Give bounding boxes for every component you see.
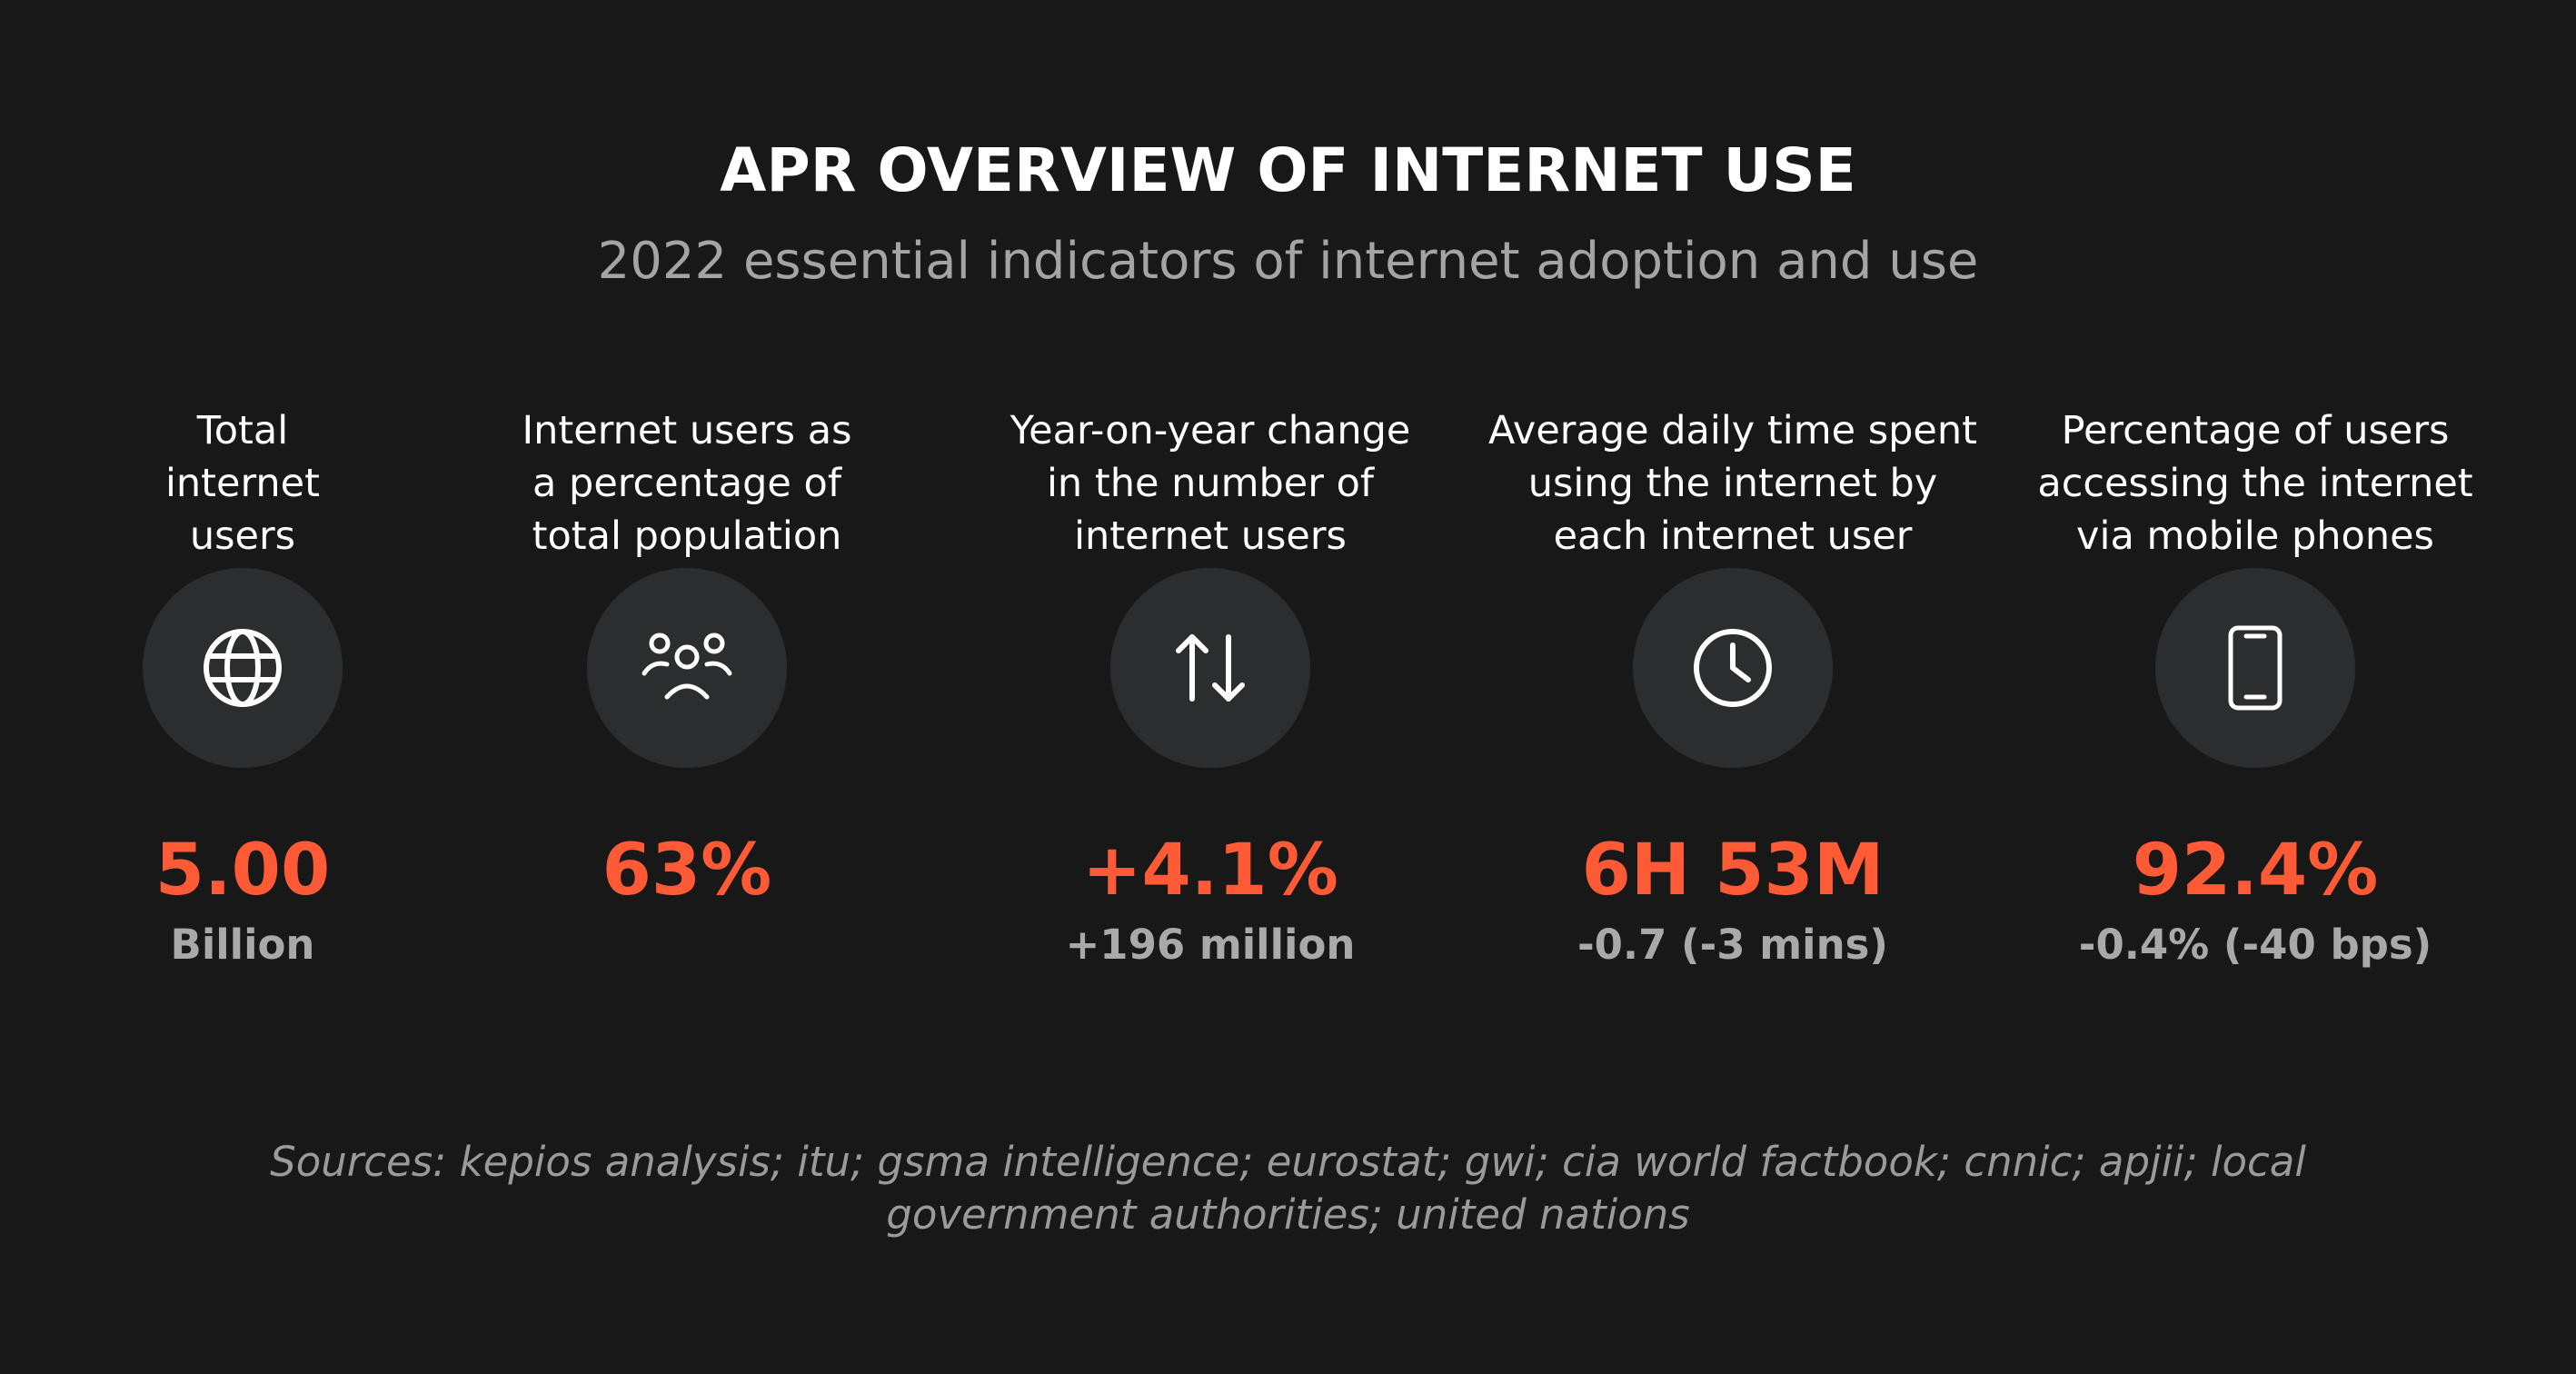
icon-circle — [2155, 568, 2355, 768]
stat-sub: -0.4% (-40 bps) — [2078, 921, 2432, 969]
people-icon — [642, 632, 732, 700]
stat-value: 92.4% — [2132, 830, 2379, 911]
stat-sub: Billion — [170, 921, 315, 969]
stat-label: Percentage of users accessing the intern… — [2001, 404, 2510, 568]
stat-sub — [433, 919, 941, 971]
stat-value: 6H 53M — [1581, 830, 1885, 911]
up-down-arrows-icon — [1176, 634, 1245, 702]
stat-label-line: a percentage of — [532, 461, 841, 506]
stat-label-line: via mobile phones — [2076, 513, 2434, 559]
clock-icon — [1694, 629, 1772, 707]
icon-circle — [143, 568, 343, 768]
stat-sub: +196 million — [1065, 921, 1356, 969]
page-subtitle: 2022 essential indicators of internet ad… — [597, 232, 1979, 291]
icon-circle — [587, 568, 787, 768]
sources-footnote: Sources: kepios analysis; itu; gsma inte… — [270, 1138, 2306, 1239]
stat-mobile-access-percentage: Percentage of users accessing the intern… — [2001, 404, 2510, 971]
stat-label-line: in the number of — [1046, 461, 1375, 506]
stat-label-line: total population — [532, 513, 842, 559]
stat-label-line: accessing the internet — [2037, 461, 2473, 506]
stat-label-line: using the internet by — [1527, 461, 1938, 506]
stat-total-internet-users: Total internet users 5.00 Billion — [0, 404, 497, 971]
stat-label-line: Average daily time spent — [1488, 408, 1977, 453]
stat-label-line: each internet user — [1553, 513, 1913, 559]
stat-label-line: users — [189, 513, 296, 559]
stat-label-line: internet — [164, 461, 320, 506]
stat-sub: -0.7 (-3 mins) — [1577, 921, 1888, 969]
stat-label-line: Total — [196, 408, 289, 453]
stat-year-on-year-change: Year-on-year change in the number of int… — [956, 404, 1465, 971]
stat-label-line: Year-on-year change — [1010, 408, 1411, 453]
stat-value: 5.00 — [154, 830, 331, 911]
page-title: APR OVERVIEW OF INTERNET USE — [720, 135, 1856, 205]
mobile-phone-icon — [2228, 625, 2283, 711]
globe-icon — [204, 629, 282, 707]
icon-circle — [1110, 568, 1310, 768]
stat-label-line: internet users — [1074, 513, 1347, 559]
stat-value: 63% — [602, 830, 772, 911]
stat-label: Average daily time spent using the inter… — [1478, 404, 1987, 568]
stat-internet-users-percentage: Internet users as a percentage of total … — [433, 404, 941, 971]
stat-average-daily-time: Average daily time spent using the inter… — [1478, 404, 1987, 971]
stat-label-line: Internet users as — [522, 408, 852, 453]
stat-label-line: Percentage of users — [2061, 408, 2450, 453]
icon-circle — [1633, 568, 1833, 768]
stat-label: Year-on-year change in the number of int… — [956, 404, 1465, 568]
stat-value: +4.1% — [1082, 830, 1338, 911]
stat-label: Total internet users — [0, 404, 497, 568]
stat-label: Internet users as a percentage of total … — [433, 404, 941, 568]
